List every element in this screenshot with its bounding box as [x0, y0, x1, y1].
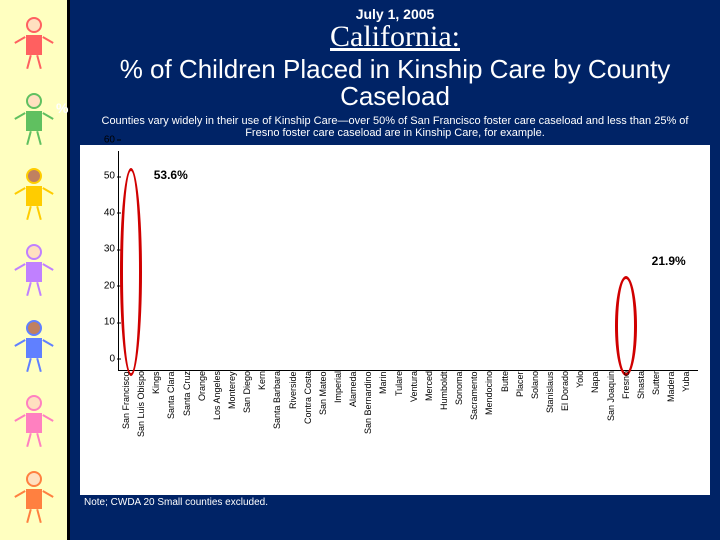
x-axis-label: Alameda: [349, 371, 363, 481]
kid-icon: [14, 467, 54, 527]
chart-plot-area: 010203040506053.6%21.9%: [118, 151, 698, 371]
x-axis-label: Sutter: [652, 371, 666, 481]
bar-chart: 010203040506053.6%21.9% San FranciscoSan…: [80, 145, 710, 495]
x-axis-label: Monterey: [228, 371, 242, 481]
x-axis-label: Butte: [501, 371, 515, 481]
chart-bars: [123, 151, 696, 370]
x-axis-label: Fresno: [622, 371, 636, 481]
x-axis-label: Marin: [379, 371, 393, 481]
y-tick: 40: [93, 207, 115, 218]
kid-icon: [14, 89, 54, 149]
y-tick: 60: [93, 134, 115, 145]
x-axis-label: Mendocino: [485, 371, 499, 481]
x-axis-label: El Dorado: [561, 371, 575, 481]
x-axis-label: Madera: [667, 371, 681, 481]
kid-icon: [14, 240, 54, 300]
chart-callout: 53.6%: [154, 168, 188, 182]
x-axis-label: Merced: [425, 371, 439, 481]
slide-region-title: California:: [80, 20, 710, 54]
slide-main: July 1, 2005 California: % of Children P…: [70, 0, 720, 540]
x-axis-label: Los Angeles: [213, 371, 227, 481]
x-axis-label: Santa Barbara: [273, 371, 287, 481]
x-axis-label: Sacramento: [470, 371, 484, 481]
footer-note: Note; CWDA 20 Small counties excluded.: [84, 497, 710, 508]
x-axis-label: Riverside: [289, 371, 303, 481]
y-tick: 30: [93, 244, 115, 255]
x-axis-label: San Bernardino: [364, 371, 378, 481]
x-axis-label: San Francisco: [122, 371, 136, 481]
x-axis-label: Humboldt: [440, 371, 454, 481]
x-axis-label: Kings: [152, 371, 166, 481]
x-axis-label: San Mateo: [319, 371, 333, 481]
x-axis-label: Sonoma: [455, 371, 469, 481]
slide-subtitle: Counties vary widely in their use of Kin…: [80, 115, 710, 139]
x-axis-label: Contra Costa: [304, 371, 318, 481]
kid-icon: [14, 164, 54, 224]
y-tick: 50: [93, 171, 115, 182]
x-axis-label: Santa Clara: [167, 371, 181, 481]
chart-callout: 21.9%: [652, 254, 686, 268]
x-axis-label: Kern: [258, 371, 272, 481]
y-tick: 20: [93, 280, 115, 291]
x-axis-label: Solano: [531, 371, 545, 481]
x-axis-label: Napa: [591, 371, 605, 481]
x-axis-label: Ventura: [410, 371, 424, 481]
x-axis-label: Orange: [198, 371, 212, 481]
x-axis-label: Shasta: [637, 371, 651, 481]
x-axis-label: Yuba: [682, 371, 696, 481]
kid-icon: [14, 391, 54, 451]
x-axis-label: San Diego: [243, 371, 257, 481]
x-axis-label: Tulare: [395, 371, 409, 481]
kid-icon: [14, 316, 54, 376]
y-axis-label: %: [56, 100, 68, 116]
x-axis-label: San Luis Obispo: [137, 371, 151, 481]
y-tick: 0: [93, 353, 115, 364]
x-axis-label: Placer: [516, 371, 530, 481]
x-axis-label: Imperial: [334, 371, 348, 481]
sidebar-illustration: [0, 0, 70, 540]
chart-x-labels: San FranciscoSan Luis ObispoKingsSanta C…: [122, 371, 696, 481]
x-axis-label: San Joaquin: [607, 371, 621, 481]
x-axis-label: Santa Cruz: [183, 371, 197, 481]
slide-title: % of Children Placed in Kinship Care by …: [80, 56, 710, 111]
x-axis-label: Stanislaus: [546, 371, 560, 481]
kid-icon: [14, 13, 54, 73]
y-tick: 10: [93, 317, 115, 328]
x-axis-label: Yolo: [576, 371, 590, 481]
